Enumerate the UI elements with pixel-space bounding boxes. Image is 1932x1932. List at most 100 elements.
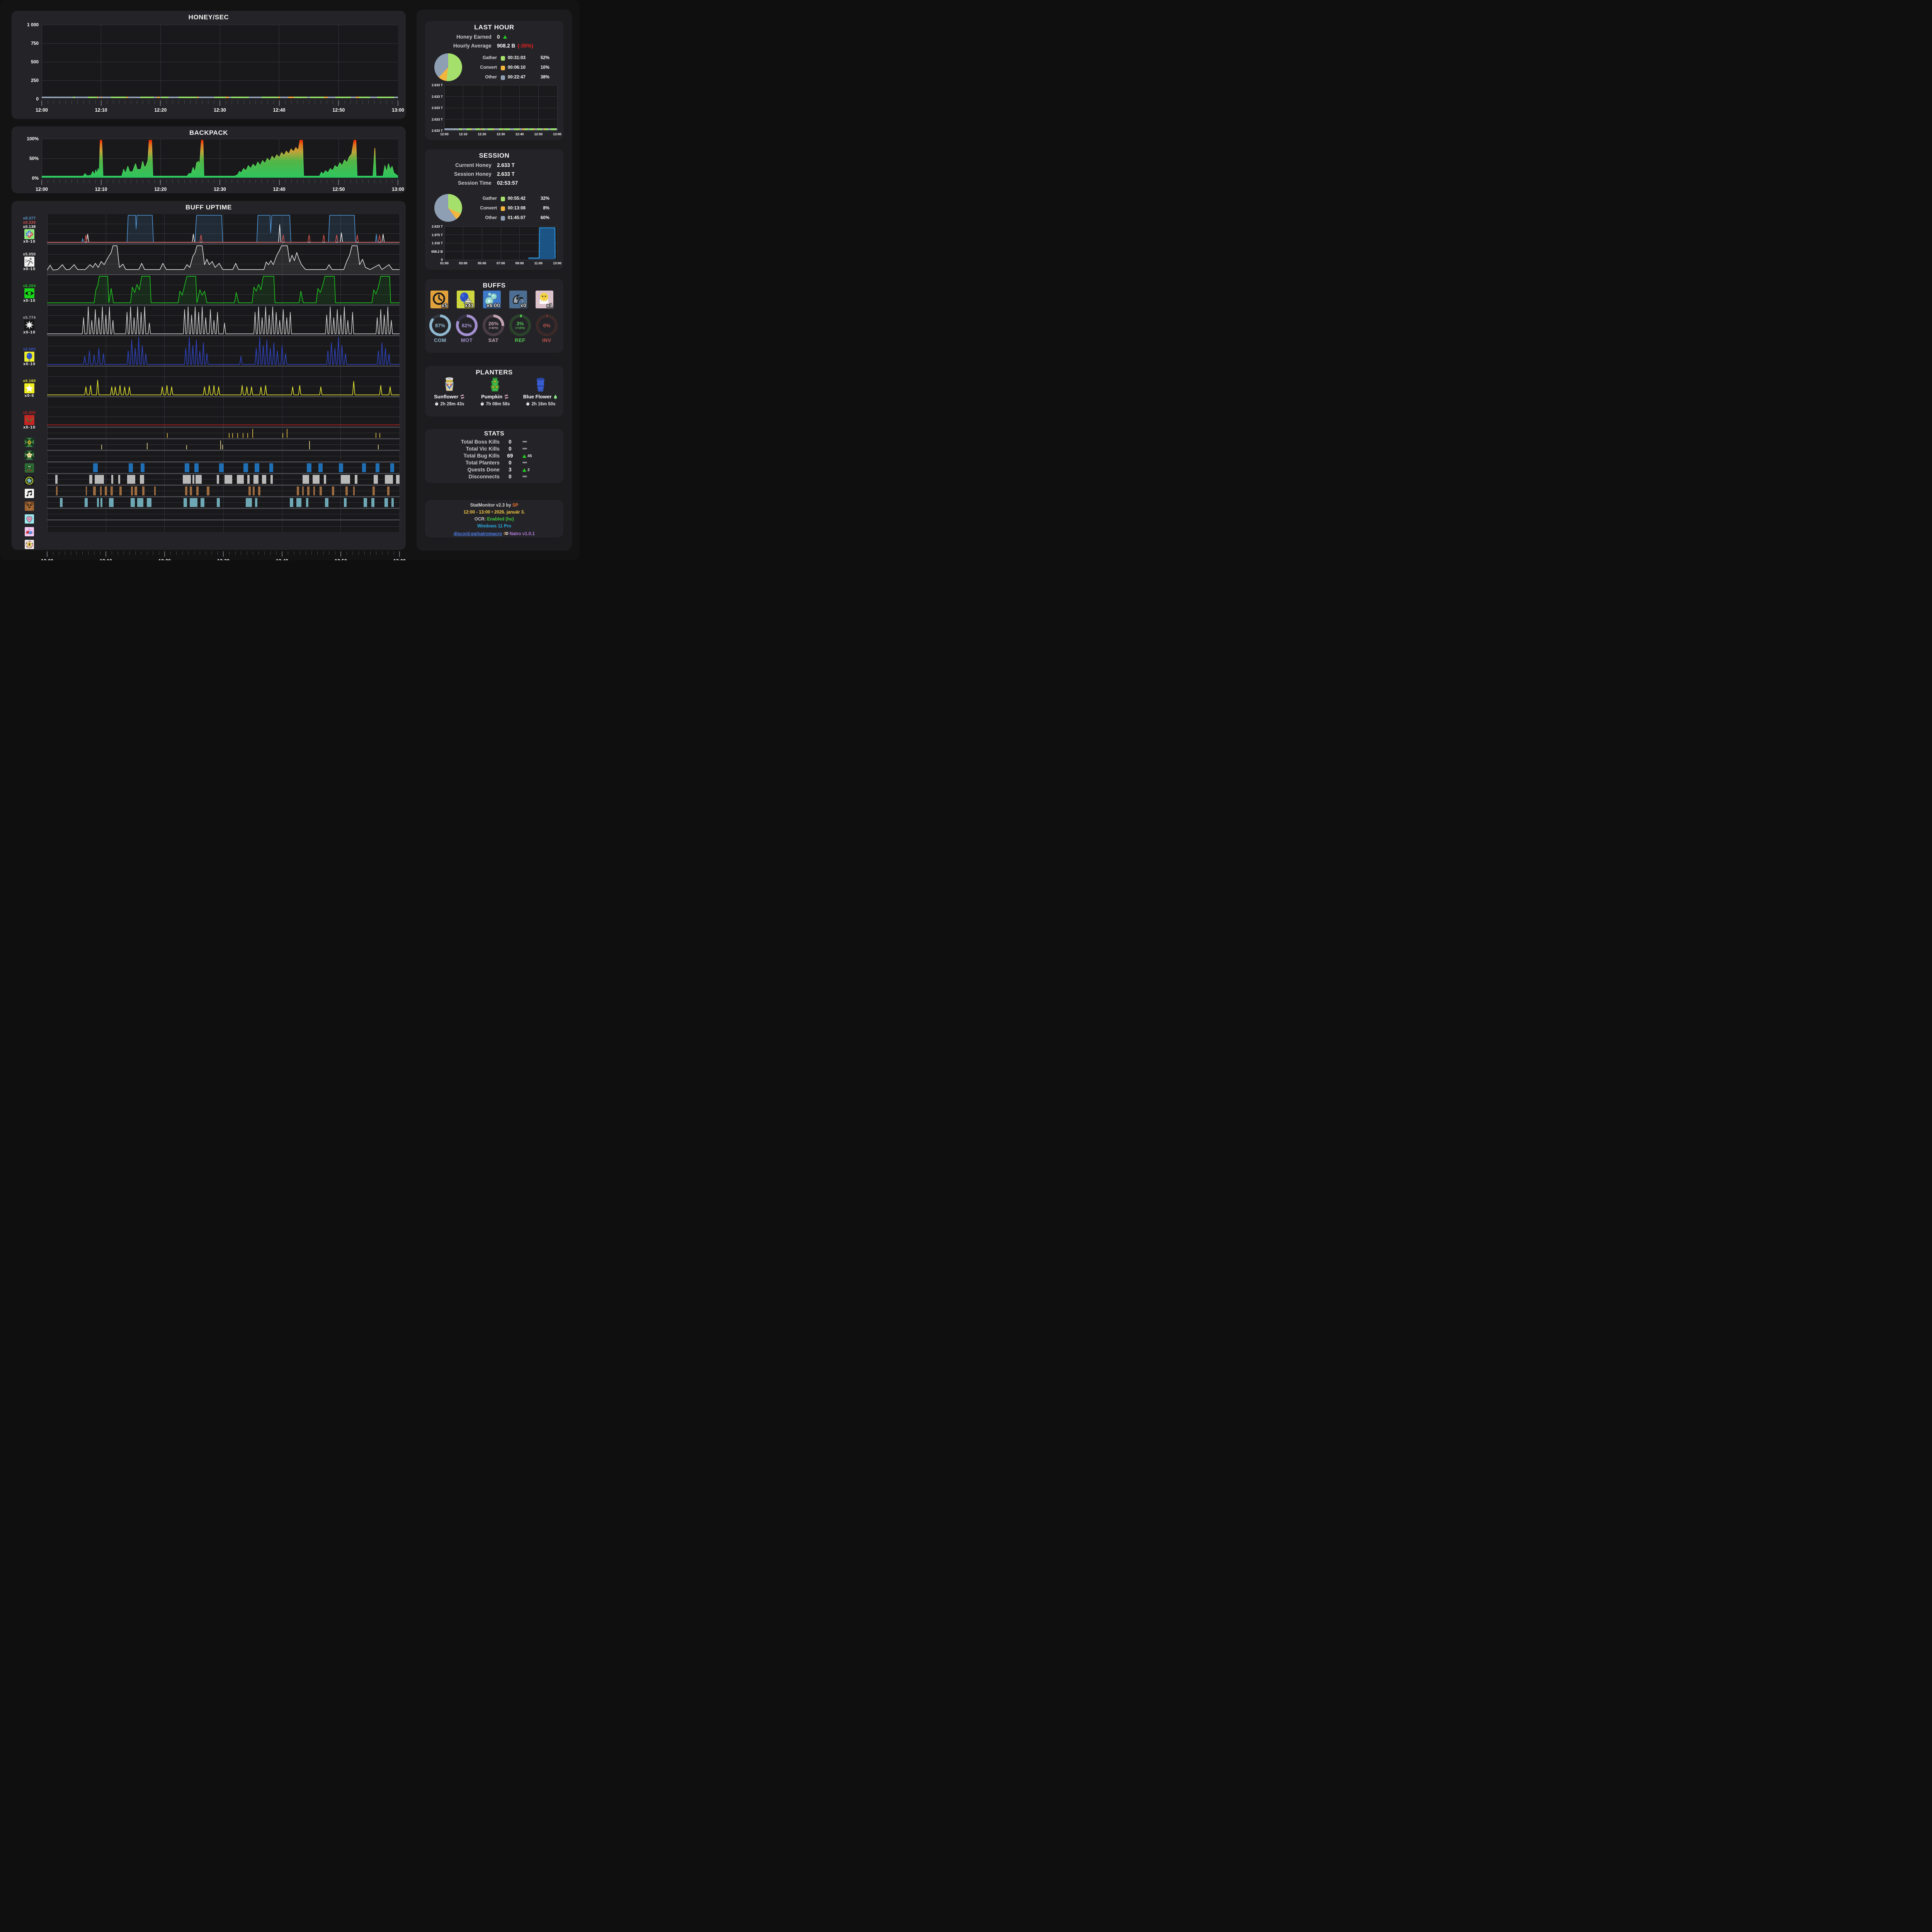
mini-x-label: 12:00 bbox=[440, 132, 449, 136]
buff-bar bbox=[93, 486, 96, 496]
activity-strip-segment bbox=[529, 128, 534, 130]
activity-strip-segment bbox=[157, 97, 160, 98]
buff-bar bbox=[131, 486, 133, 496]
backpack-y-label: 50% bbox=[29, 156, 39, 161]
buff-row-icon-stack bbox=[12, 500, 47, 512]
mini-y-label: 2.633 T bbox=[432, 129, 443, 133]
stats-row-label: Quests Done bbox=[467, 467, 500, 473]
buff-row-icon-stack bbox=[12, 436, 47, 449]
stat-value-number: 908.2 B bbox=[497, 43, 515, 49]
buff-bar bbox=[207, 486, 209, 496]
activity-strip-segment bbox=[140, 97, 154, 98]
buff-multiplier-label: x0.220 bbox=[23, 220, 36, 225]
stats-row-label: Total Vic Kills bbox=[466, 446, 500, 452]
activity-strip-segment bbox=[280, 97, 289, 98]
planters-panel: PLANTERS Sunflower 2h 28m 43s Pumpkin 7h … bbox=[425, 366, 563, 417]
gridline-horizontal bbox=[47, 233, 400, 234]
buff-tick bbox=[222, 444, 223, 449]
gridline-vertical bbox=[47, 275, 48, 304]
backpack-panel: BACKPACK 100% 50% 0% 12:00 12:10 12:20 12:30 12… bbox=[12, 126, 406, 193]
buff-range-label: x0-10 bbox=[23, 266, 36, 271]
trend-flat-icon bbox=[522, 462, 527, 463]
green-eye-icon bbox=[24, 288, 34, 298]
gauge-percent: 0% bbox=[543, 322, 551, 328]
gridline-vertical bbox=[164, 367, 165, 396]
gauge-percent: 26% bbox=[488, 321, 499, 327]
buff-row-icon-cell: x0.000 x0-10 bbox=[12, 404, 47, 436]
gridline-horizontal bbox=[444, 226, 557, 227]
stats-row-value: 0 bbox=[509, 474, 512, 480]
activity-strip-segment bbox=[98, 97, 101, 98]
buff-row-icon-cell: x0.160 x0-5 bbox=[12, 372, 47, 404]
stats-row-trend: 2 bbox=[522, 468, 530, 472]
clock-icon bbox=[432, 291, 446, 308]
x-axis-major-tick bbox=[41, 180, 42, 185]
buff-bar bbox=[353, 486, 355, 496]
activity-strip-segment bbox=[294, 97, 307, 98]
gauge-percent: 3% bbox=[516, 321, 524, 327]
planter-item: Pumpkin 7h 08m 58s bbox=[472, 376, 518, 407]
buff-row-chart bbox=[47, 336, 400, 367]
activity-strip-segment bbox=[310, 97, 325, 98]
gridline-horizontal bbox=[444, 96, 557, 97]
starburst-icon bbox=[24, 320, 34, 330]
backpack-y-label: 100% bbox=[27, 136, 39, 141]
trend-up-icon bbox=[503, 35, 507, 39]
gauge-hole: 87% bbox=[432, 317, 448, 333]
gridline-horizontal bbox=[47, 355, 400, 356]
planters-title: PLANTERS bbox=[476, 369, 513, 376]
trend-delta: 45 bbox=[527, 454, 532, 458]
buff-range-label: x0-10 bbox=[23, 361, 36, 366]
stat-value: 2.633 T bbox=[497, 171, 515, 177]
antlers-icon bbox=[24, 415, 34, 425]
buff-tile-count: x0 bbox=[520, 302, 526, 308]
stats-row-label: Total Boss Kills bbox=[461, 439, 500, 445]
x-axis-label: 12:00 bbox=[41, 558, 53, 560]
buff-bar bbox=[93, 463, 98, 473]
stats-title: STATS bbox=[484, 430, 505, 437]
buff-rows bbox=[47, 214, 400, 532]
buff-bar bbox=[364, 498, 367, 507]
activity-strip-segment bbox=[359, 97, 370, 98]
buff-bar bbox=[296, 498, 302, 507]
activity-strip-segment bbox=[288, 97, 292, 98]
buff-bar bbox=[320, 486, 322, 496]
buff-bar bbox=[224, 474, 232, 484]
legend-name: Other bbox=[485, 75, 497, 80]
planter-item: Blue Flower 2h 16m 50s bbox=[518, 376, 563, 407]
buff-bar bbox=[192, 474, 194, 484]
buff-row-chart bbox=[47, 245, 400, 275]
buff-bar bbox=[147, 498, 152, 507]
footer-links: discord.gg/natromacro Natro v1.0.1 bbox=[425, 531, 563, 536]
buff-bar bbox=[100, 486, 102, 496]
x-axis-major-tick bbox=[160, 100, 161, 106]
buff-bar bbox=[97, 498, 99, 507]
mini-x-label: 12:50 bbox=[534, 132, 543, 136]
gridline-vertical bbox=[47, 306, 48, 335]
activity-strip-segment bbox=[484, 128, 488, 130]
x-axis-label: 13:00 bbox=[392, 187, 404, 192]
x-axis-label: 12:00 bbox=[36, 187, 48, 192]
buff-range-label: x0-10 bbox=[23, 298, 36, 303]
activity-strip-segment bbox=[466, 128, 471, 130]
gridline-vertical bbox=[164, 245, 165, 274]
backpack-panel-title: BACKPACK bbox=[189, 129, 228, 136]
legend-chip bbox=[501, 75, 505, 80]
honey-chart bbox=[42, 25, 398, 99]
gridline-vertical bbox=[164, 336, 165, 366]
buff-uptime-panel: BUFF UPTIME x8.377 x0.220 x0.138 x0-10 x5.05… bbox=[12, 201, 406, 560]
stats-row-label: Total Bug Kills bbox=[463, 453, 500, 459]
honey-y-label: 0 bbox=[36, 96, 39, 102]
buff-bar bbox=[190, 486, 192, 496]
activity-strip-segment bbox=[356, 97, 359, 98]
discord-link[interactable]: discord.gg/natromacro bbox=[454, 532, 502, 536]
buff-tick bbox=[186, 445, 187, 449]
buff-bar bbox=[217, 498, 220, 507]
buff-row-chart bbox=[47, 497, 400, 509]
buff-bar bbox=[89, 474, 92, 484]
buff-tile-count: x41 bbox=[464, 302, 474, 308]
x-axis-major-tick bbox=[219, 180, 220, 185]
legend-pct: 8% bbox=[543, 206, 549, 211]
blue-balloon-icon bbox=[24, 351, 34, 362]
buff-row-icon-cell bbox=[12, 436, 47, 449]
